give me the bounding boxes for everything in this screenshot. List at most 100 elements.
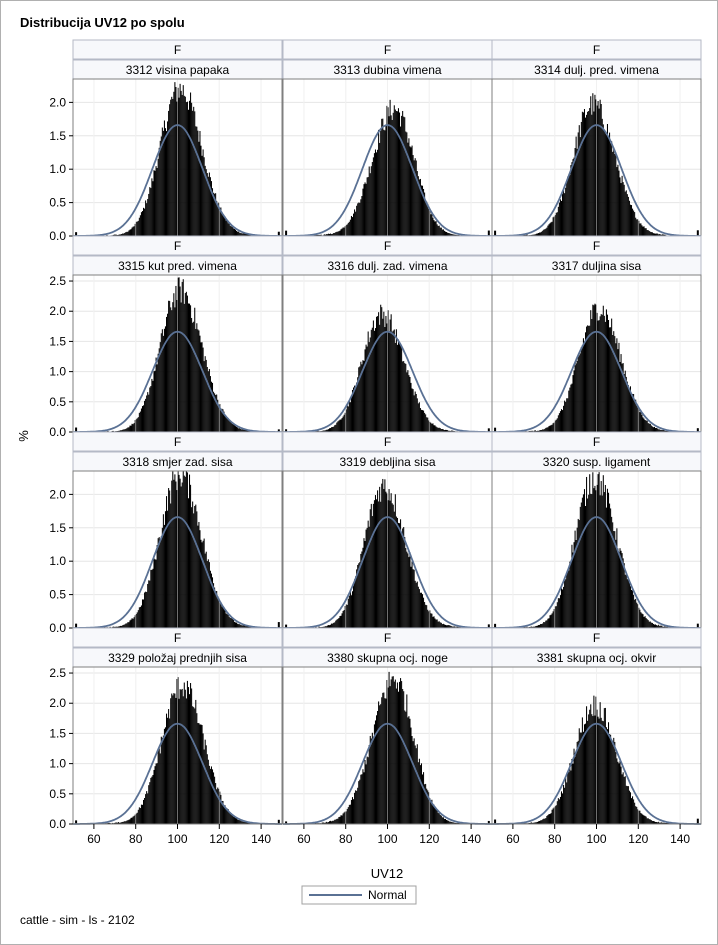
- histogram-bar: [242, 625, 244, 628]
- histogram-bar: [435, 619, 437, 628]
- histogram-bar: [402, 689, 404, 824]
- histogram-bar: [334, 622, 336, 628]
- histogram-bar: [132, 226, 134, 236]
- histogram-bar: [596, 709, 598, 824]
- histogram-bar: [400, 519, 402, 628]
- histogram-bar: [196, 713, 198, 824]
- histogram-bar: [662, 822, 664, 824]
- histogram-bar: [384, 479, 386, 628]
- histogram-bar: [636, 602, 638, 628]
- histogram-bar: [444, 624, 447, 628]
- histogram-bar: [333, 426, 335, 432]
- histogram-bar: [164, 326, 167, 432]
- histogram-bar: [404, 363, 406, 432]
- histogram-bar: [592, 472, 594, 628]
- histogram-bar: [652, 623, 654, 628]
- strip-sex-label: F: [384, 435, 391, 449]
- histogram-bar: [413, 160, 415, 236]
- histogram-bar: [400, 344, 402, 432]
- histogram-bar: [217, 787, 219, 824]
- histogram-bar: [346, 405, 348, 432]
- histogram-bar: [548, 426, 550, 432]
- histogram-bar: [135, 419, 137, 432]
- histogram-bar: [408, 375, 410, 432]
- histogram-bar: [428, 611, 430, 628]
- histogram-bar: [346, 604, 348, 628]
- histogram-bar: [573, 542, 575, 628]
- histogram-bar: [418, 589, 420, 628]
- histogram-bar: [601, 314, 603, 432]
- histogram-bar: [317, 430, 319, 432]
- histogram-bar: [243, 821, 245, 824]
- histogram-bar: [131, 423, 133, 432]
- histogram-bar: [222, 409, 224, 432]
- histogram-bar: [325, 429, 327, 432]
- histogram-bar: [211, 577, 214, 628]
- histogram-bar: [285, 429, 288, 432]
- histogram-bar: [140, 804, 142, 824]
- histogram-bar: [585, 117, 587, 236]
- chart-title: Distribucija UV12 po spolu: [20, 15, 185, 30]
- histogram-bar: [226, 808, 228, 824]
- histogram-bar: [599, 99, 601, 237]
- histogram-bar: [200, 724, 202, 824]
- histogram-bar: [419, 408, 421, 432]
- histogram-bar: [336, 422, 338, 432]
- histogram-bar: [319, 234, 321, 236]
- histogram-bar: [428, 792, 430, 824]
- histogram-bar: [240, 233, 242, 236]
- histogram-bar: [231, 814, 233, 824]
- normal-curve: [283, 330, 492, 433]
- histogram-bar: [640, 813, 642, 824]
- histogram-bar: [616, 758, 618, 824]
- histogram-bar: [630, 798, 633, 824]
- histogram-bar: [387, 500, 389, 628]
- histogram-bar: [197, 329, 199, 432]
- histogram-bar: [544, 622, 546, 628]
- histogram-bar: [347, 807, 349, 824]
- histogram-bar: [633, 210, 635, 236]
- strip-sex-box: [491, 39, 702, 60]
- histogram-bar: [190, 305, 192, 432]
- histogram-bar: [188, 474, 191, 628]
- histogram-bar: [449, 430, 451, 432]
- histogram-bar: [664, 234, 666, 236]
- histogram-bar: [245, 234, 247, 236]
- histogram-bar: [361, 364, 363, 432]
- histogram-bar: [614, 336, 616, 432]
- histogram-bar: [177, 471, 179, 628]
- histogram-bar: [393, 681, 395, 824]
- histogram-bar: [567, 398, 569, 432]
- histogram-bar: [125, 428, 127, 432]
- histogram-bar: [619, 177, 621, 236]
- histogram-bar: [345, 604, 347, 628]
- histogram-bar: [225, 417, 227, 432]
- normal-curve: [283, 722, 492, 825]
- histogram-bar: [530, 234, 532, 236]
- histogram-bar: [172, 98, 174, 237]
- histogram-bar: [218, 597, 220, 628]
- histogram-bar: [223, 215, 225, 236]
- histogram-bar: [177, 277, 179, 432]
- normal-curve: [283, 124, 492, 237]
- histogram-bar: [587, 325, 589, 432]
- histogram-bar: [199, 530, 201, 628]
- histogram-bar: [528, 822, 530, 824]
- histogram-bar: [426, 605, 428, 628]
- histogram-bar: [562, 589, 564, 628]
- histogram-bar: [358, 367, 360, 432]
- histogram-bar: [623, 563, 625, 628]
- histogram-bar: [657, 233, 659, 236]
- histogram-bar: [407, 717, 409, 824]
- histogram-bar: [558, 413, 560, 432]
- histogram-bar: [239, 624, 241, 628]
- histogram-bar: [549, 425, 551, 432]
- histogram-bar: [571, 758, 573, 824]
- histogram-bar: [622, 558, 624, 628]
- histogram-bar: [209, 376, 211, 432]
- histogram-bar: [402, 110, 404, 236]
- histogram-bar: [120, 430, 122, 432]
- histogram-bar: [611, 516, 613, 628]
- histogram-bar: [543, 622, 545, 628]
